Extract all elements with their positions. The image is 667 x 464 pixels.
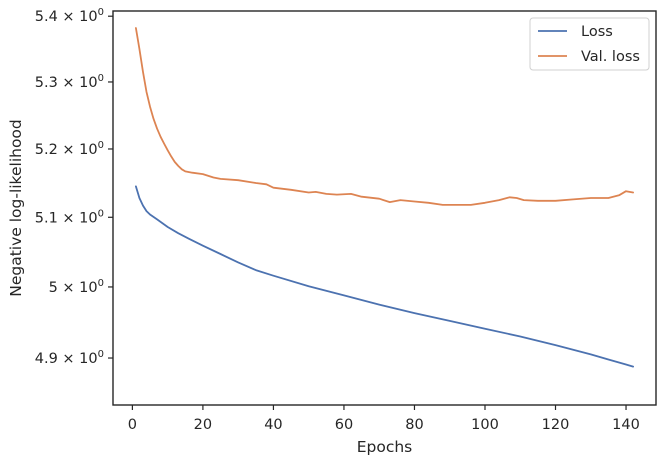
x-tick-label: 140 <box>612 417 640 433</box>
series-layer <box>135 27 634 368</box>
y-tick-label: 5.4 × 100 <box>35 7 104 25</box>
y-axis-label: Negative log-likelihood <box>7 119 25 297</box>
x-tick-label: 120 <box>542 417 570 433</box>
y-tick-label: 5.2 × 100 <box>35 140 104 158</box>
legend: Loss Val. loss <box>529 17 650 71</box>
series-line-val-loss <box>135 27 634 206</box>
x-tick-label: 60 <box>335 417 353 433</box>
y-tick-label: 5.3 × 100 <box>35 73 104 91</box>
y-axis-ticks: 4.9 × 100 5 × 100 5.1 × 100 5.2 × 100 5.3 × … <box>35 7 113 367</box>
x-axis-label: Epochs <box>357 438 413 456</box>
x-tick-label: 80 <box>405 417 423 433</box>
plot-area <box>113 11 656 405</box>
legend-label-loss: Loss <box>581 24 613 40</box>
x-tick-label: 0 <box>128 417 137 433</box>
x-tick-label: 100 <box>471 417 499 433</box>
x-axis-ticks: 0 20 40 60 80 100 120 140 <box>128 405 640 433</box>
series-line-loss <box>135 185 634 368</box>
x-tick-label: 20 <box>194 417 212 433</box>
y-tick-label: 5 × 100 <box>49 278 104 296</box>
x-tick-label: 40 <box>264 417 282 433</box>
y-tick-label: 4.9 × 100 <box>35 349 104 367</box>
axes-frame <box>112 10 657 406</box>
legend-label-val-loss: Val. loss <box>581 49 640 65</box>
y-tick-label: 5.1 × 100 <box>35 208 104 226</box>
